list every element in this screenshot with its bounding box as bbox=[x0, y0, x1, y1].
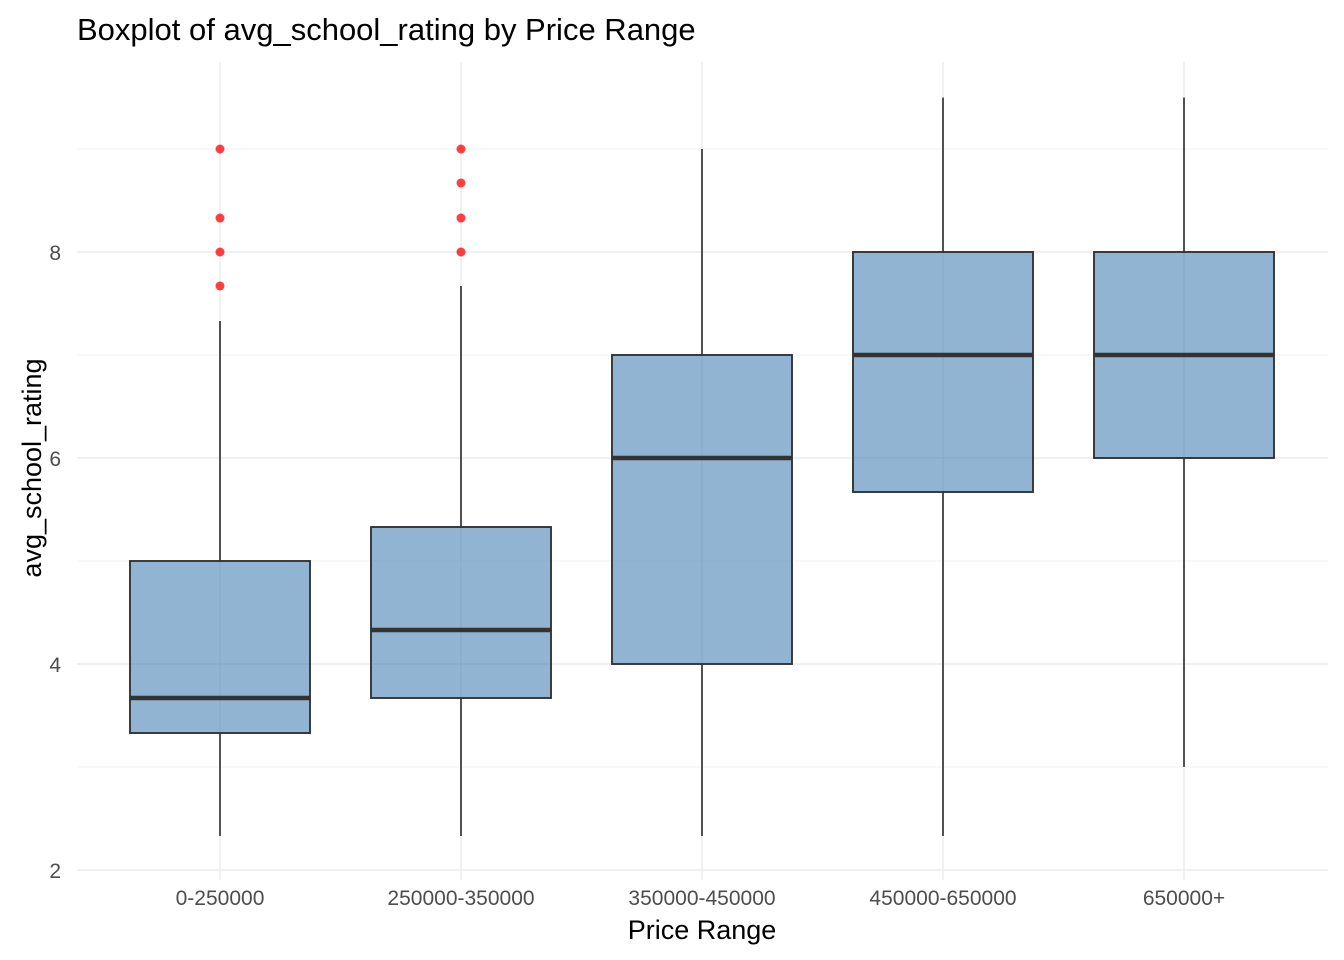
box-250000-350000 bbox=[370, 144, 552, 837]
box-350000-450000 bbox=[611, 149, 793, 837]
x-tick-label: 350000-450000 bbox=[628, 887, 775, 910]
x-axis-title: Price Range bbox=[628, 915, 777, 945]
box-0-250000 bbox=[129, 144, 311, 837]
box-450000-650000 bbox=[852, 97, 1034, 837]
y-tick-label: 6 bbox=[49, 448, 61, 471]
x-axis-ticks: 0-250000 250000-350000 350000-450000 450000… bbox=[176, 887, 1226, 910]
outlier-point bbox=[215, 281, 225, 291]
y-tick-label: 2 bbox=[49, 860, 61, 883]
outlier-point bbox=[456, 144, 466, 154]
y-axis-ticks: 2 4 6 8 bbox=[49, 242, 61, 883]
outlier-point bbox=[215, 213, 225, 223]
box-body bbox=[370, 526, 552, 699]
y-tick-label: 8 bbox=[49, 242, 61, 265]
y-axis-title: avg_school_rating bbox=[17, 358, 47, 577]
y-tick-label: 4 bbox=[49, 654, 61, 677]
outlier-point bbox=[456, 178, 466, 188]
outlier-point bbox=[215, 144, 225, 154]
box-body bbox=[611, 354, 793, 665]
x-tick-label: 0-250000 bbox=[176, 887, 265, 910]
box-series bbox=[129, 97, 1275, 837]
outlier-point bbox=[215, 247, 225, 257]
x-tick-label: 450000-650000 bbox=[869, 887, 1016, 910]
chart-title: Boxplot of avg_school_rating by Price Ra… bbox=[77, 12, 696, 47]
outlier-point bbox=[456, 247, 466, 257]
outlier-point bbox=[456, 213, 466, 223]
x-tick-label: 250000-350000 bbox=[387, 887, 534, 910]
box-body bbox=[852, 251, 1034, 493]
box-650000+ bbox=[1093, 97, 1275, 767]
x-tick-label: 650000+ bbox=[1143, 887, 1225, 910]
box-body bbox=[129, 560, 311, 734]
